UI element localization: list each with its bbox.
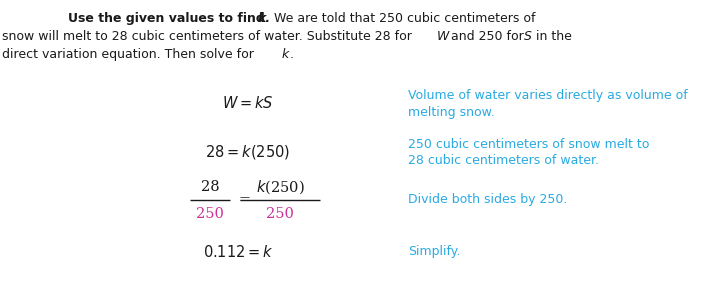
- Text: snow will melt to 28 cubic centimeters of water. Substitute 28 for: snow will melt to 28 cubic centimeters o…: [2, 30, 416, 43]
- Text: k.: k.: [258, 12, 271, 25]
- Text: melting snow.: melting snow.: [408, 105, 494, 119]
- Text: 250: 250: [196, 207, 224, 221]
- Text: $28 = k(250)$: $28 = k(250)$: [206, 143, 290, 161]
- Text: k: k: [282, 48, 290, 61]
- Text: We are told that 250 cubic centimeters of: We are told that 250 cubic centimeters o…: [270, 12, 536, 25]
- Text: 250 cubic centimeters of snow melt to: 250 cubic centimeters of snow melt to: [408, 138, 649, 151]
- Text: Divide both sides by 250.: Divide both sides by 250.: [408, 194, 568, 206]
- Text: $0.112 = k$: $0.112 = k$: [203, 244, 274, 260]
- Text: Volume of water varies directly as volume of: Volume of water varies directly as volum…: [408, 89, 688, 102]
- Text: and 250 for: and 250 for: [447, 30, 528, 43]
- Text: W: W: [437, 30, 450, 43]
- Text: 250: 250: [266, 207, 294, 221]
- Text: Use the given values to find: Use the given values to find: [68, 12, 269, 25]
- Text: in the: in the: [532, 30, 572, 43]
- Text: 28: 28: [201, 180, 219, 194]
- Text: $k$(250): $k$(250): [256, 178, 304, 196]
- Text: S: S: [524, 30, 532, 43]
- Text: $W = kS$: $W = kS$: [222, 95, 274, 111]
- Text: 28 cubic centimeters of water.: 28 cubic centimeters of water.: [408, 154, 599, 168]
- Text: .: .: [290, 48, 294, 61]
- Text: Simplify.: Simplify.: [408, 246, 460, 258]
- Text: =: =: [239, 193, 251, 207]
- Text: direct variation equation. Then solve for: direct variation equation. Then solve fo…: [2, 48, 258, 61]
